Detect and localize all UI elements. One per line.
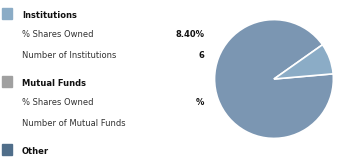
Text: Number of Mutual Funds: Number of Mutual Funds: [22, 118, 125, 128]
Bar: [2, 76, 13, 87]
Text: Institutions: Institutions: [22, 11, 77, 20]
Text: Other: Other: [22, 147, 49, 156]
Bar: [2, 144, 13, 155]
Text: % Shares Owned: % Shares Owned: [22, 30, 93, 39]
Wedge shape: [274, 45, 333, 79]
Text: 8.40%: 8.40%: [176, 30, 205, 39]
Wedge shape: [215, 20, 333, 138]
Text: Mutual Funds: Mutual Funds: [22, 79, 86, 88]
Bar: [2, 8, 13, 19]
Text: %: %: [196, 98, 205, 107]
Text: Number of Institutions: Number of Institutions: [22, 51, 116, 60]
Text: 6: 6: [199, 51, 205, 60]
Text: % Shares Owned: % Shares Owned: [22, 98, 93, 107]
